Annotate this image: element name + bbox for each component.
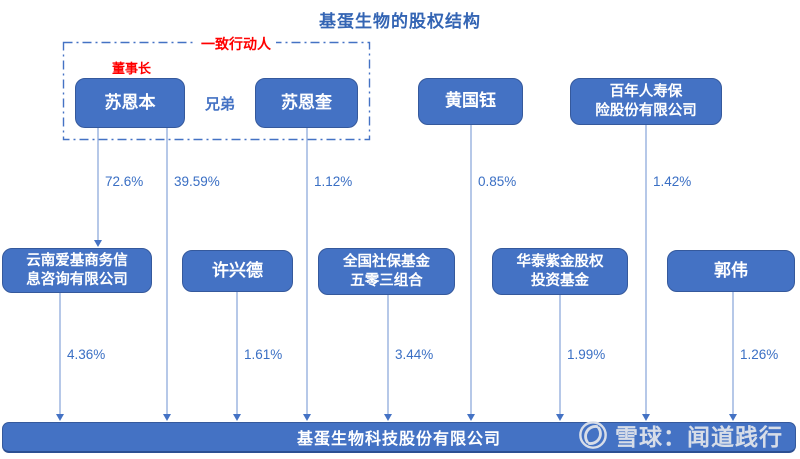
node-label-line2: 投资基金 <box>531 272 589 289</box>
pct-yunnan-company: 4.36% <box>67 347 106 362</box>
node-guowei: 郭伟 <box>667 250 795 292</box>
arrowhead-icon <box>729 414 737 421</box>
node-label-line1: 云南爱基商务信 <box>26 252 128 269</box>
node-label-line1: 百年人寿保 <box>609 83 683 100</box>
pct-suenben-company: 39.59% <box>174 174 220 189</box>
node-huangguoyu: 黄国钰 <box>418 78 523 125</box>
arrowhead-icon <box>384 414 392 421</box>
watermark: 雪球：闻道践行 <box>578 419 783 451</box>
page-title: 基蛋生物的股权结构 <box>319 12 481 31</box>
node-label: 黄国钰 <box>445 91 496 111</box>
acting-in-concert-label: 一致行动人 <box>196 34 276 54</box>
xueqiu-snowball-logo-icon <box>579 421 607 449</box>
company-node: 基蛋生物科技股份有限公司 <box>2 422 796 453</box>
node-suenben: 苏恩本 <box>75 78 185 128</box>
arrowhead-icon <box>556 414 564 421</box>
watermark-text: 雪球：闻道践行 <box>615 424 783 450</box>
pct-shebao-company: 3.44% <box>395 347 434 362</box>
node-label-line1: 华泰紫金股权 <box>516 253 604 270</box>
node-yunnan-aiji: 云南爱基商务信 息咨询有限公司 <box>2 248 152 293</box>
brothers-relation-label: 兄弟 <box>205 96 236 113</box>
node-label-line2: 险股份有限公司 <box>595 102 697 119</box>
node-shebao-fund: 全国社保基金 五零三组合 <box>318 248 455 295</box>
node-label: 苏恩本 <box>104 92 156 112</box>
arrowhead-icon <box>56 414 64 421</box>
arrowhead-icon <box>163 414 171 421</box>
chairman-label: 董事长 <box>112 61 152 76</box>
pct-huangguoyu-company: 0.85% <box>478 174 517 189</box>
node-xuxingde: 许兴德 <box>182 250 293 292</box>
node-label: 郭伟 <box>714 260 748 280</box>
pct-huatai-company: 1.99% <box>567 347 606 362</box>
node-label: 许兴德 <box>212 260 263 280</box>
pct-xuxingde-company: 1.61% <box>244 347 283 362</box>
company-name: 基蛋生物科技股份有限公司 <box>296 431 501 448</box>
node-huatai-zijin: 华泰紫金股权 投资基金 <box>492 248 628 295</box>
arrowhead-icon <box>467 414 475 421</box>
node-label: 苏恩奎 <box>281 92 332 112</box>
pct-suenben-yunnan: 72.6% <box>105 174 144 189</box>
node-label-line2: 息咨询有限公司 <box>26 271 128 288</box>
arrowhead-icon <box>233 414 241 421</box>
node-suenkui: 苏恩奎 <box>255 78 358 128</box>
arrowhead-icon <box>642 414 650 421</box>
pct-bainian-company: 1.42% <box>653 174 692 189</box>
node-bainian-renshou: 百年人寿保 险股份有限公司 <box>570 78 722 125</box>
arrowhead-icon <box>303 414 311 421</box>
node-label-line2: 五零三组合 <box>350 272 423 289</box>
pct-guowei-company: 1.26% <box>740 347 779 362</box>
arrowhead-icon <box>94 240 102 247</box>
pct-suenkui-company: 1.12% <box>314 174 353 189</box>
node-label-line1: 全国社保基金 <box>343 253 430 270</box>
